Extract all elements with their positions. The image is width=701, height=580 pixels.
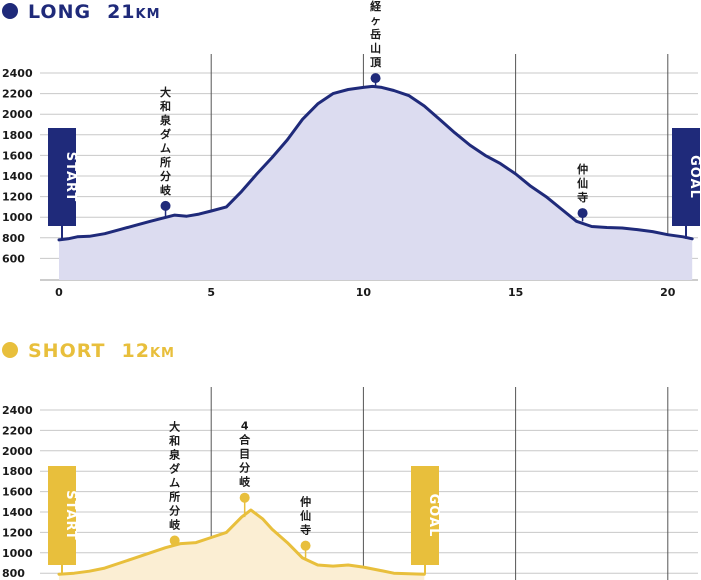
chart-distance-unit: KM [136,7,161,22]
y-tick-label: 1400 [2,506,33,519]
y-tick-label: 1800 [2,465,33,478]
y-tick-label: 2000 [2,445,33,458]
elevation-area [59,86,693,280]
poi-pin-icon [370,73,381,84]
x-tick-label: 0 [55,286,63,299]
y-tick-label: 1800 [2,129,33,142]
x-tick-label: 20 [660,286,676,299]
title-dot-icon [2,342,18,358]
y-tick-label: 2200 [2,424,33,437]
elevation-line [57,84,694,242]
y-tick-label: 1600 [2,149,33,162]
chart-distance: 21 [107,1,135,23]
y-tick-label: 1200 [2,526,33,539]
y-tick-label: 2400 [2,404,33,417]
chart-distance-unit: KM [150,346,175,361]
y-tick-label: 1000 [2,211,33,224]
y-tick-label: 1200 [2,191,33,204]
poi-label: 大和泉ダム所分岐 [159,85,172,197]
goal-flag [411,466,439,565]
poi-pin-icon [160,200,171,211]
chart-title: LONG 21KM [28,1,161,23]
chart-panel-long: LONG 21KM 600 800 1000 1200 1400 1600 1800 2000 22… [2,0,701,299]
chart-title: SHORT 12KM [28,340,175,362]
start-flag-label: START [63,152,78,203]
goal-flag-label: GOAL [687,155,701,199]
y-tick-label: 800 [2,567,25,580]
chart-title-name: SHORT [28,340,105,362]
title-dot-icon [2,3,18,19]
y-tick-label: 2000 [2,108,33,121]
elevation-line [57,508,426,576]
y-tick-label: 1600 [2,486,33,499]
goal-flag-label: GOAL [426,494,441,538]
poi-label: 仲仙寺 [300,495,311,537]
poi-pin-icon [239,492,250,503]
chart-panel-short: SHORT 12KM 800 1000 1200 1400 1600 1800 2000 2200… [2,340,698,580]
poi-pin-icon [577,208,588,219]
y-tick-label: 800 [2,232,25,245]
goal-flag [672,128,700,226]
y-tick-label: 2400 [2,67,33,80]
elevation-area [59,510,425,580]
poi-label: 大和泉ダム所分岐 [168,420,181,532]
y-tick-label: 1000 [2,547,33,560]
poi-pin-icon [300,540,311,551]
y-tick-label: 1400 [2,170,33,183]
x-tick-label: 15 [508,286,523,299]
poi-label: 経ヶ岳山頂 [370,0,382,69]
poi-label: 仲仙寺 [577,162,588,204]
x-tick-label: 10 [356,286,372,299]
start-flag [48,128,76,226]
start-flag-label: START [63,490,78,541]
start-flag [48,466,76,565]
x-tick-label: 5 [207,286,215,299]
y-tick-label: 600 [2,252,25,265]
poi-label: 4 合目分岐 [239,420,251,489]
poi-pin-icon [169,535,180,546]
chart-distance: 12 [121,340,149,362]
chart-title-name: LONG [28,1,91,23]
y-tick-label: 2200 [2,88,33,101]
